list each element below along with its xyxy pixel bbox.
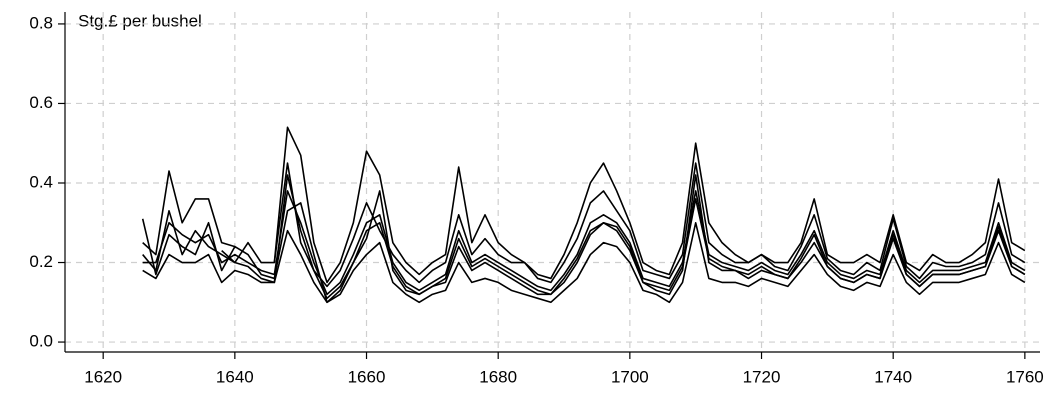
- y-tick-label: 0.8: [29, 13, 53, 32]
- series-line: [142, 126, 1026, 284]
- x-tick-label: 1740: [874, 367, 912, 386]
- series-line: [142, 162, 1026, 288]
- x-tick-label: 1680: [479, 367, 517, 386]
- x-tick-label: 1720: [743, 367, 781, 386]
- y-tick-label: 0.0: [29, 332, 53, 351]
- x-tick-label: 1620: [84, 367, 122, 386]
- series-line: [221, 174, 1026, 300]
- y-tick-label: 0.6: [29, 93, 53, 112]
- x-tick-label: 1660: [348, 367, 386, 386]
- series-line: [142, 221, 1026, 304]
- x-tick-label: 1760: [1006, 367, 1044, 386]
- series-line: [142, 190, 1026, 296]
- x-tick-label: 1700: [611, 367, 649, 386]
- y-tick-label: 0.4: [29, 172, 53, 191]
- y-tick-label: 0.2: [29, 252, 53, 271]
- x-tick-label: 1640: [216, 367, 254, 386]
- grid: [65, 12, 1040, 352]
- annotation: Stg.£ per bushel: [78, 11, 202, 30]
